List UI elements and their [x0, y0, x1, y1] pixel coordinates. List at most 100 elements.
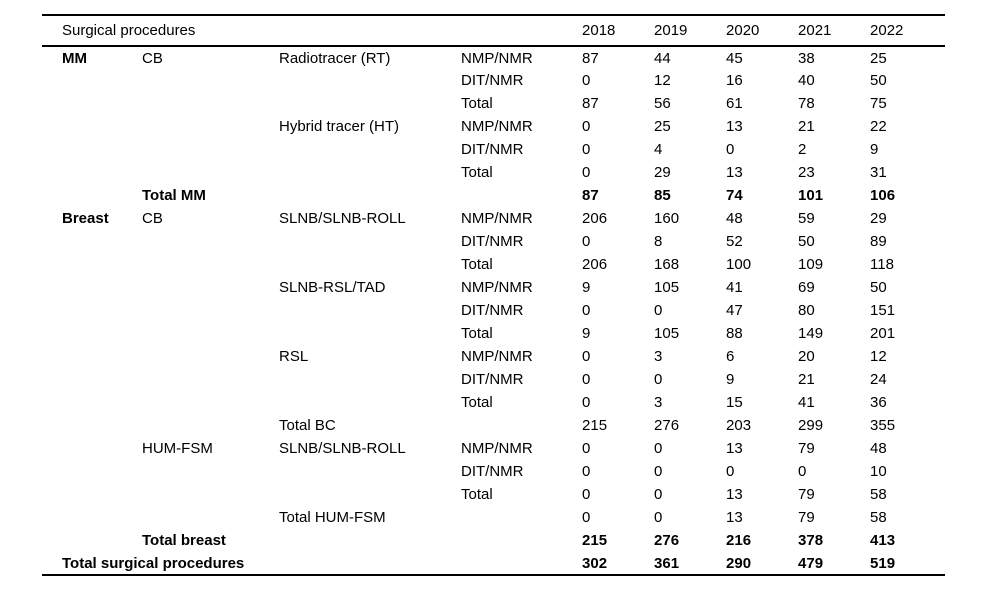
table-row: HUM-FSM SLNB/SLNB-ROLL NMP/NMR 0 0 13 79 48: [42, 437, 945, 460]
value-2022: 36: [870, 394, 887, 411]
row-label-col4: NMP/NMR: [461, 210, 533, 227]
value-2019: 168: [654, 256, 680, 273]
row-label-col1: [42, 69, 142, 92]
value-2021: 79: [798, 509, 815, 526]
row-label-col2: CB: [142, 210, 163, 227]
table-row: DIT/NMR 0 0 47 80 151: [42, 299, 945, 322]
value-2022: 118: [870, 256, 894, 273]
value-2018: 0: [582, 302, 591, 319]
table-row: Total HUM-FSM 0 0 13 79 58: [42, 506, 945, 529]
row-label-col1: [42, 161, 142, 184]
table-row: DIT/NMR 0 0 9 21 24: [42, 368, 945, 391]
value-2018: 0: [582, 118, 591, 135]
row-label-col1: [42, 414, 142, 437]
year-column-header-2019: 2019: [654, 22, 688, 39]
value-2018: 87: [582, 95, 599, 112]
row-label-col3: Total BC: [279, 417, 336, 434]
header-row: Surgical procedures 2018 2019 2020 2021 …: [42, 15, 945, 46]
row-label-col4: DIT/NMR: [461, 233, 524, 250]
value-2022: 355: [870, 417, 896, 434]
row-label-col3: Total HUM-FSM: [279, 509, 386, 526]
value-2021: 299: [798, 417, 824, 434]
table-row: Total breast 215 276 216 378 413: [42, 529, 945, 552]
value-2018: 0: [582, 394, 591, 411]
row-label-col1: [42, 184, 142, 207]
value-2020: 45: [726, 49, 743, 67]
value-2020: 88: [726, 325, 743, 342]
row-label-col4: NMP/NMR: [461, 440, 533, 457]
year-column-header-2020: 2020: [726, 22, 760, 39]
value-2022: 50: [870, 279, 887, 296]
row-label-col3: [279, 552, 461, 575]
value-2022: 151: [870, 302, 896, 319]
row-label-col1: [42, 483, 142, 506]
row-label-col3: Hybrid tracer (HT): [279, 118, 400, 135]
value-2020: 216: [726, 532, 752, 549]
surgical-procedures-table-container: Surgical procedures 2018 2019 2020 2021 …: [42, 14, 945, 576]
row-label-col3: [279, 529, 461, 552]
row-label-col3: [279, 368, 461, 391]
value-2020: 48: [726, 210, 743, 227]
row-label-col4: Total: [461, 486, 493, 503]
value-2019: 25: [654, 118, 671, 135]
row-label-col1: [42, 345, 142, 368]
row-label-col1: [42, 92, 142, 115]
year-column-header-2021: 2021: [798, 22, 832, 39]
row-label-col2: [142, 345, 279, 368]
value-2020: 41: [726, 279, 743, 296]
value-2018: 9: [582, 279, 591, 296]
value-2022: 75: [870, 95, 887, 112]
table-row: DIT/NMR 0 0 0 0 10: [42, 460, 945, 483]
value-2019: 8: [654, 233, 663, 250]
value-2018: 215: [582, 417, 608, 434]
value-2018: 0: [582, 233, 591, 250]
table-row: RSL NMP/NMR 0 3 6 20 12: [42, 345, 945, 368]
value-2021: 38: [798, 49, 815, 67]
value-2021: 78: [798, 95, 815, 112]
value-2019: 12: [654, 72, 671, 89]
value-2019: 0: [654, 509, 663, 526]
value-2018: 0: [582, 440, 591, 457]
value-2022: 89: [870, 233, 887, 250]
value-2019: 0: [654, 302, 663, 319]
value-2019: 3: [654, 348, 663, 365]
row-label-col3: [279, 460, 461, 483]
value-2022: 22: [870, 118, 887, 135]
value-2020: 52: [726, 233, 743, 250]
value-2020: 6: [726, 348, 735, 365]
row-label-col4: [461, 552, 582, 575]
row-label-col3: [279, 138, 461, 161]
row-label-col2: [142, 230, 279, 253]
value-2022: 29: [870, 210, 887, 227]
value-2019: 361: [654, 554, 680, 572]
row-label-col3: RSL: [279, 348, 309, 365]
row-label-col1: [42, 529, 142, 552]
value-2021: 79: [798, 486, 815, 503]
table-row: Total MM 87 85 74 101 106: [42, 184, 945, 207]
value-2022: 201: [870, 325, 896, 342]
value-2019: 105: [654, 279, 680, 296]
value-2018: 0: [582, 141, 591, 158]
value-2019: 3: [654, 394, 663, 411]
table-row: SLNB-RSL/TAD NMP/NMR 9 105 41 69 50: [42, 276, 945, 299]
row-label-col1: [42, 230, 142, 253]
value-2021: 69: [798, 279, 815, 296]
value-2022: 12: [870, 348, 887, 365]
row-label-col4: NMP/NMR: [461, 279, 533, 296]
row-label-col2: [142, 299, 279, 322]
row-label-col1: [42, 437, 142, 460]
table-row: Total 206 168 100 109 118: [42, 253, 945, 276]
table-row: DIT/NMR 0 8 52 50 89: [42, 230, 945, 253]
row-label-col4: DIT/NMR: [461, 141, 524, 158]
row-label-col1: Breast: [62, 210, 109, 227]
value-2019: 276: [654, 532, 680, 549]
value-2021: 101: [798, 187, 824, 204]
row-label-col1: [42, 299, 142, 322]
row-label-col2: Total MM: [142, 187, 206, 204]
table-row: Total surgical procedures 302 361 290 479 519: [42, 552, 945, 575]
row-label-col2: [142, 115, 279, 138]
value-2020: 47: [726, 302, 743, 319]
value-2018: 0: [582, 164, 591, 181]
row-label-col1: [42, 460, 142, 483]
value-2020: 9: [726, 371, 735, 388]
